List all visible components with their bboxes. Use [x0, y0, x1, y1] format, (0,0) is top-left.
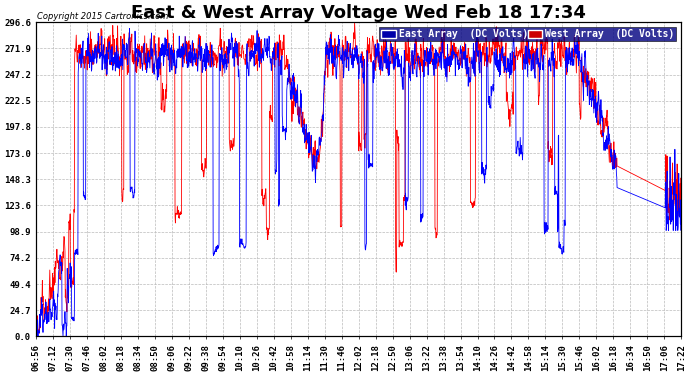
- Text: Copyright 2015 Cartronics.com: Copyright 2015 Cartronics.com: [37, 12, 168, 21]
- Legend: East Array  (DC Volts), West Array  (DC Volts): East Array (DC Volts), West Array (DC Vo…: [379, 27, 676, 41]
- Title: East & West Array Voltage Wed Feb 18 17:34: East & West Array Voltage Wed Feb 18 17:…: [131, 4, 586, 22]
